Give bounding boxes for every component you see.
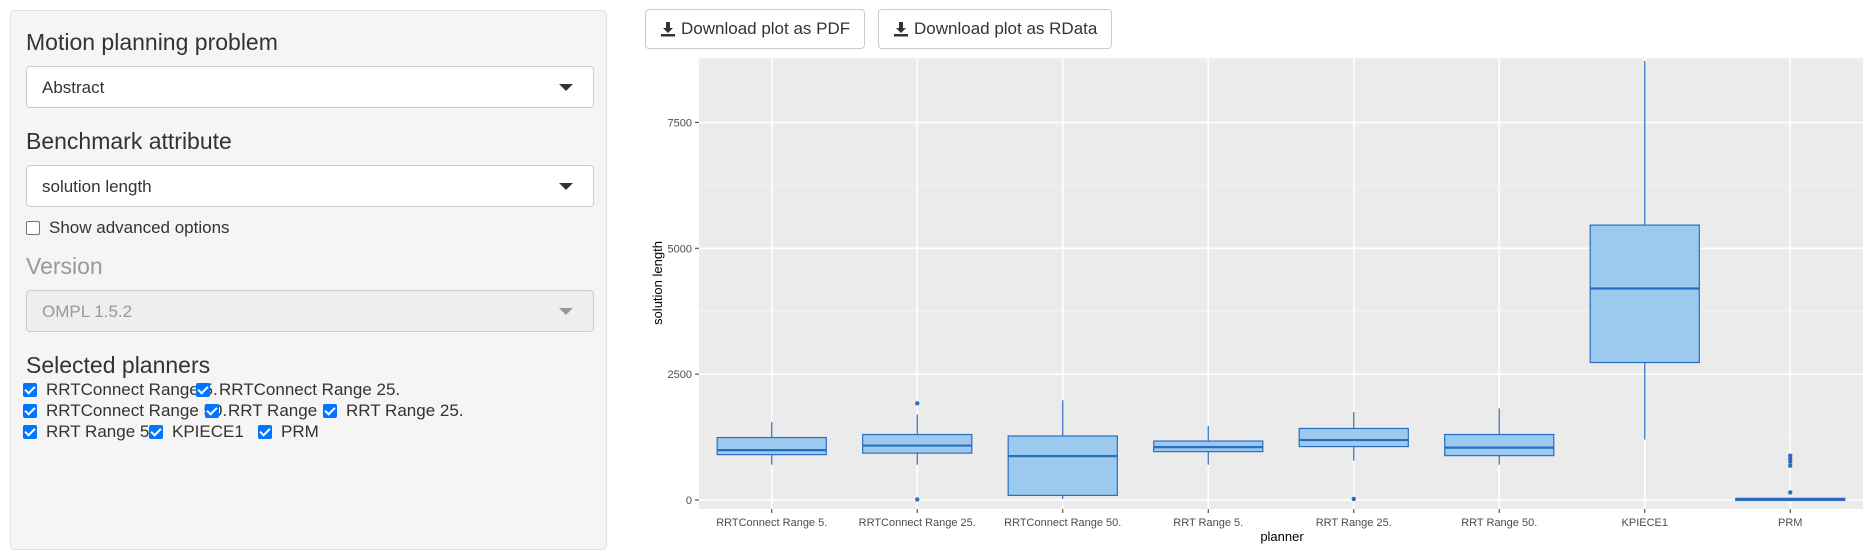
y-tick-label: 2500 [668, 369, 692, 381]
advanced-options-label: Show advanced options [49, 218, 230, 237]
x-axis-title: planner [1260, 529, 1304, 544]
advanced-options-toggle[interactable]: Show advanced options [26, 218, 230, 238]
version-select: OMPL 1.5.2 [26, 290, 594, 332]
box-iqr [1298, 427, 1409, 448]
planner-checkbox-kpiece1[interactable]: KPIECE1 [149, 422, 244, 442]
download-rdata-button[interactable]: Download plot as RData [878, 9, 1113, 49]
box-3 [1007, 400, 1118, 499]
y-tick-label: 7500 [668, 117, 692, 129]
box-iqr [1007, 435, 1118, 497]
x-tick-label: RRTConnect Range 25. [859, 517, 976, 529]
chevron-down-icon [559, 183, 573, 190]
box-iqr [1444, 433, 1555, 457]
checkbox[interactable] [258, 425, 272, 439]
problem-select[interactable]: Abstract [26, 66, 594, 108]
y-tick-label: 5000 [668, 243, 692, 255]
x-tick-label: RRT Range 25. [1316, 517, 1392, 529]
box-1 [716, 421, 827, 465]
download-icon [661, 22, 675, 37]
planner-checkbox-rrt-50[interactable]: RRT Range 50. [23, 422, 164, 442]
problem-select-value: Abstract [42, 78, 105, 97]
box-iqr [862, 433, 973, 454]
box-4 [1153, 425, 1264, 465]
box-6 [1444, 408, 1555, 465]
download-pdf-button[interactable]: Download plot as PDF [645, 9, 866, 49]
planner-label: PRM [281, 422, 319, 441]
version-label: Version [26, 253, 103, 279]
planner-label: RRTConnect Range 50. [46, 401, 228, 420]
download-rdata-label: Download plot as RData [914, 19, 1098, 38]
planner-label: RRT Range 25. [346, 401, 464, 420]
box-7 [1589, 61, 1700, 440]
advanced-options-checkbox[interactable] [26, 221, 40, 235]
download-icon [894, 22, 908, 37]
outlier-point [1351, 496, 1356, 502]
x-tick-label: RRTConnect Range 50. [1004, 517, 1121, 529]
download-pdf-label: Download plot as PDF [681, 19, 851, 38]
x-tick-label: RRT Range 50. [1461, 517, 1537, 529]
checkbox[interactable] [149, 425, 163, 439]
outlier-point [915, 497, 920, 502]
box-8 [1735, 453, 1846, 502]
x-tick-label: KPIECE1 [1622, 517, 1668, 529]
planner-label: RRT Range 5. [228, 401, 337, 420]
checkbox[interactable] [323, 404, 337, 418]
checkbox[interactable] [23, 425, 37, 439]
chevron-down-icon [559, 84, 573, 91]
planner-checkbox-rrtconnect-5[interactable]: RRTConnect Range 5. [23, 380, 218, 400]
chevron-down-icon [559, 308, 573, 315]
planner-checkbox-rrtconnect-25[interactable]: RRTConnect Range 25. [196, 380, 400, 400]
attribute-label: Benchmark attribute [26, 128, 232, 154]
planners-label: Selected planners [26, 352, 211, 378]
outlier-point [1788, 490, 1793, 495]
y-tick-label: 0 [686, 495, 692, 507]
planner-checkbox-rrt-5[interactable]: RRT Range 5. [205, 401, 336, 421]
box-2 [862, 401, 973, 502]
x-tick-label: RRT Range 5. [1173, 517, 1243, 529]
outlier-point [1788, 463, 1793, 468]
outlier-point [915, 401, 920, 406]
x-tick-label: RRTConnect Range 5. [716, 517, 827, 529]
version-select-value: OMPL 1.5.2 [42, 302, 133, 321]
box-iqr [716, 436, 827, 456]
outlier-point [1788, 456, 1793, 461]
y-axis-title: solution length [650, 241, 665, 325]
attribute-select-value: solution length [42, 177, 152, 196]
problem-label: Motion planning problem [26, 29, 278, 55]
planner-label: KPIECE1 [172, 422, 244, 441]
box-5 [1298, 411, 1409, 502]
checkbox[interactable] [196, 383, 210, 397]
sidebar-panel: Motion planning problem Abstract Benchma… [10, 10, 607, 550]
outlier-point [1788, 453, 1793, 458]
planner-checkbox-rrt-25[interactable]: RRT Range 25. [323, 401, 464, 421]
planner-checkbox-rrtconnect-50[interactable]: RRTConnect Range 50. [23, 401, 227, 421]
checkbox[interactable] [23, 383, 37, 397]
planner-label: RRT Range 50. [46, 422, 164, 441]
checkbox[interactable] [23, 404, 37, 418]
x-tick-label: PRM [1778, 517, 1802, 529]
outlier-point [1788, 459, 1793, 464]
planner-label: RRTConnect Range 25. [219, 380, 401, 399]
planner-checkbox-prm[interactable]: PRM [258, 422, 319, 442]
box-iqr [1589, 224, 1700, 364]
attribute-select[interactable]: solution length [26, 165, 594, 207]
planner-label: RRTConnect Range 5. [46, 380, 218, 399]
checkbox[interactable] [205, 404, 219, 418]
boxplot-chart: 0 2500 5000 7500 RRTConnect Range 5. RRTConn… [650, 58, 1863, 544]
